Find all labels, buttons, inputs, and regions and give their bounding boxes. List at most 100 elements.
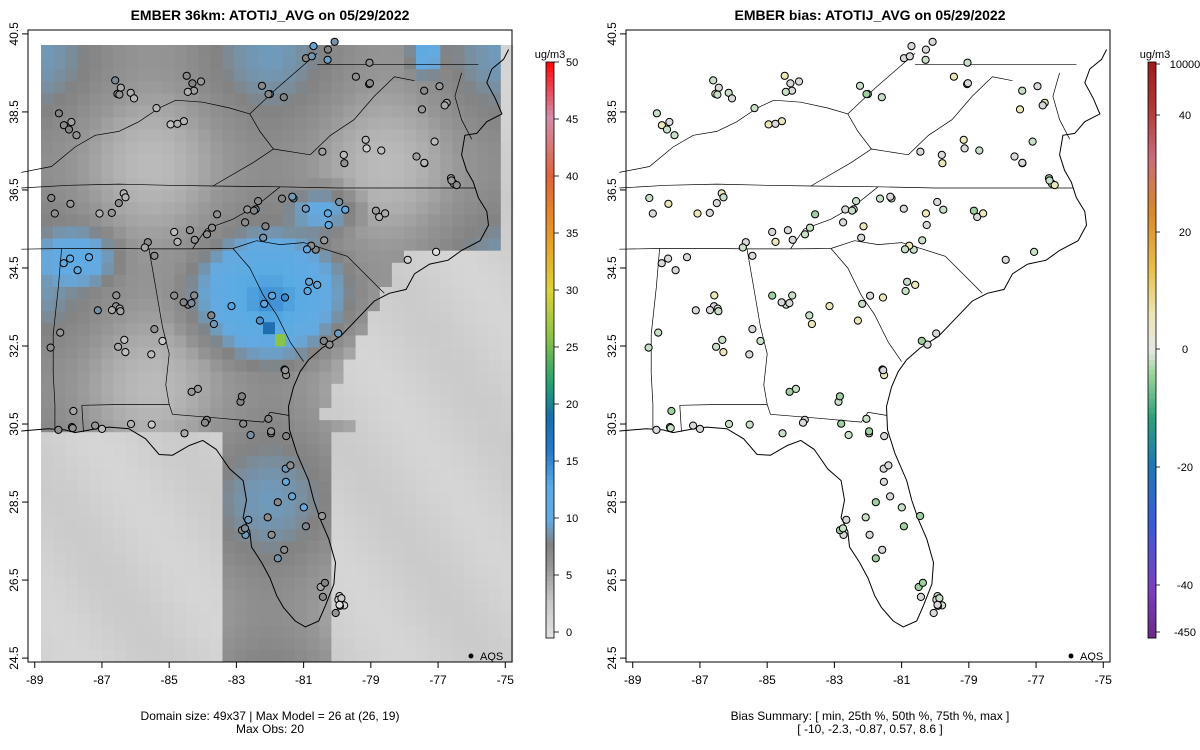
y-tick-label: 34.5 [7,256,21,280]
colorbar-segment [1148,498,1156,505]
grid-cell [500,650,514,663]
grid-cell [101,444,114,457]
grid-cell [476,456,489,469]
grid-cell [113,444,126,457]
grid-cell [258,117,272,130]
colorbar-segment [1148,590,1156,596]
grid-cell [258,383,272,397]
grid-cell [416,371,429,385]
state-border [871,76,1013,156]
grid-cell [440,202,453,215]
grid-cell [41,589,54,602]
grid-cell [391,601,405,614]
grid-cell [295,492,308,506]
state-border [790,186,879,249]
grid-cell [174,202,187,215]
grid-cell [77,516,90,530]
grid-cell [210,625,223,639]
grid-cell [488,601,502,614]
grid-cell [404,238,417,251]
grid-cell [198,504,211,518]
grid-cell [113,214,126,227]
colorbar-segment [1148,258,1156,265]
grid-cell [198,589,211,602]
grid-cell [307,141,320,155]
grid-cell [222,468,235,481]
grid-cell [234,299,247,312]
grid-cell [295,565,308,578]
grid-cell [89,250,102,264]
grid-cell [101,105,114,118]
colorbar-segment [1148,62,1156,68]
colorbar-segment [546,494,554,500]
grid-cell [41,541,54,554]
colorbar-segment [1148,335,1156,341]
grid-cell [41,383,54,397]
grid-cell [331,480,344,493]
bias-site-marker [705,306,715,315]
aqs-site-marker [331,608,340,618]
grid-cell [488,262,502,276]
grid-cell [464,444,477,457]
aqs-legend-marker [1068,653,1074,659]
grid-cell [331,81,344,94]
aqs-site-marker [432,247,441,256]
grid-cell [452,250,465,264]
grid-cell [476,625,489,639]
grid-cell [464,383,477,397]
bias-site-marker [838,524,848,533]
grid-cell [174,577,187,590]
grid-cell [367,516,381,530]
x-tick-label: -87 [93,673,111,687]
x-tick-label: -87 [691,673,709,687]
grid-cell [186,359,199,372]
aqs-site-marker [260,299,269,308]
grid-cell [89,444,102,457]
grid-cell [65,553,78,566]
bias-site-marker [853,316,863,325]
colorbar-segment [546,210,554,217]
grid-cell [149,166,163,179]
colorbar-segment [546,330,554,337]
bias-site-marker [666,424,675,433]
grid-cell [500,287,514,300]
grid-cell [149,178,163,191]
grid-cell [53,480,66,493]
grid-cell [404,420,417,433]
grid-cell [137,613,151,627]
colorbar-segment [546,378,554,385]
colorbar-segment [1148,143,1156,149]
grid-cell [137,553,151,566]
bias-site-marker [911,280,920,289]
aqs-site-marker [69,406,78,416]
grid-cell [234,625,247,639]
grid-cell [113,504,126,518]
grid-cell [198,456,211,469]
bias-site-marker [918,236,927,245]
grid-cell [149,117,163,130]
grid-cell [355,589,368,602]
grid-cell [440,335,453,348]
colorbar-segment [1148,369,1156,375]
grid-cell [210,335,223,348]
grid-cell [319,408,332,421]
right-map-panel: EMBER bias: ATOTIJ_AVG on 05/29/2022 -89… [605,7,1200,736]
grid-cell [137,226,151,239]
grid-cell [101,637,114,651]
colorbar-segment [546,417,554,423]
grid-cell [89,69,102,82]
aqs-site-marker [115,90,124,99]
grid-cell [452,577,465,590]
grid-cell [500,444,514,457]
grid-cell [270,129,284,143]
grid-cell [343,129,356,143]
aqs-site-marker [447,176,456,185]
grid-cell [113,238,126,251]
grid-cell [234,45,247,58]
grid-cell [367,529,381,542]
bias-site-marker [783,226,793,235]
grid-cell [488,238,502,251]
colorbar-segment [1148,513,1156,519]
aqs-site-marker [121,193,130,202]
y-tick-label: 32.5 [7,334,21,358]
